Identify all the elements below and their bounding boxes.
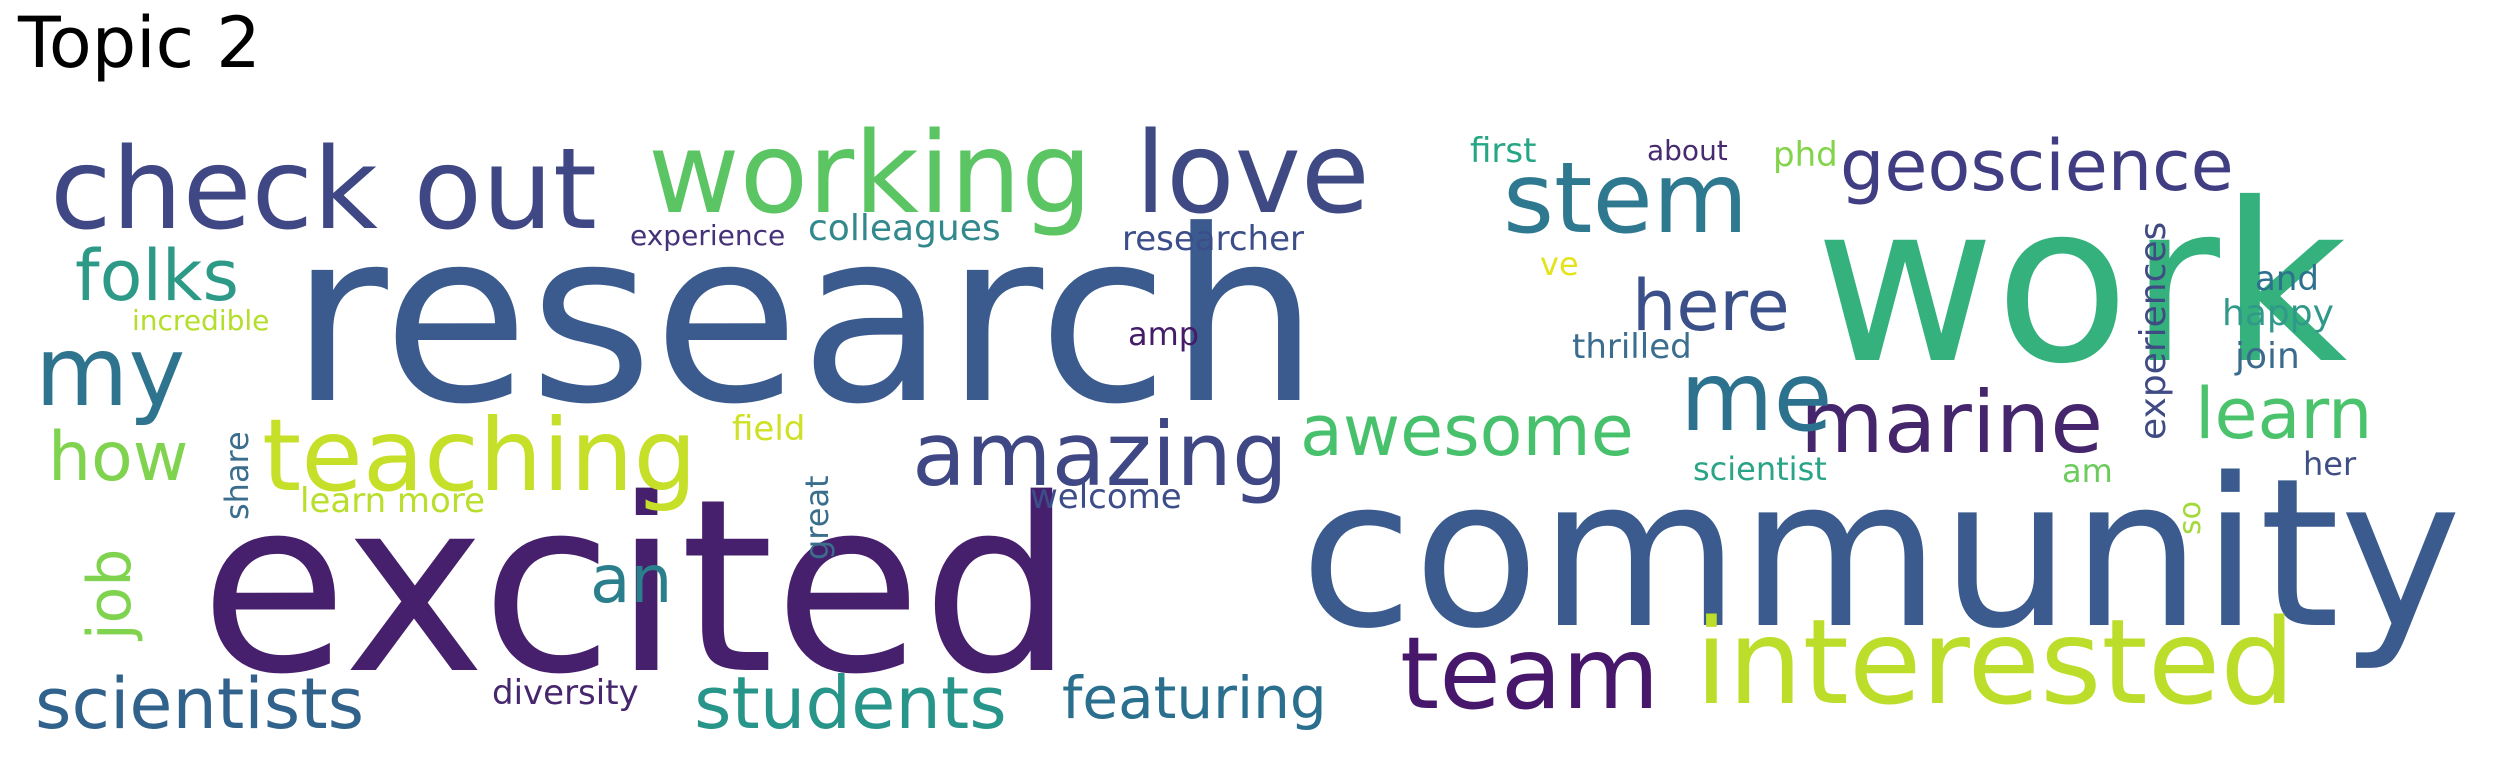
word-great: great	[798, 475, 836, 560]
word-researcher: researcher	[1122, 219, 1304, 259]
word-teaching: teaching	[262, 397, 697, 514]
word-here: here	[1632, 265, 1790, 347]
word-research: research	[290, 180, 1320, 457]
word-am: am	[2062, 452, 2113, 490]
word-experiences: experiences	[2133, 222, 2174, 440]
word-happy: happy	[2222, 293, 2334, 334]
word-learn: learn	[2195, 373, 2372, 455]
word-ve: ve	[1540, 245, 1579, 283]
word-experience: experience	[630, 219, 785, 252]
word-scientists: scientists	[35, 663, 364, 745]
word-amp: amp	[1128, 315, 1199, 353]
word-scientist: scientist	[1693, 450, 1827, 488]
chart-title: Topic 2	[18, 2, 261, 84]
word-diversity: diversity	[492, 673, 639, 713]
word-interested: interested	[1695, 593, 2295, 731]
word-join: join	[2234, 336, 2300, 377]
word-and: and	[2255, 259, 2319, 299]
word-share: share	[218, 431, 256, 520]
word-about: about	[1647, 134, 1728, 167]
word-excited: excited	[200, 447, 1074, 727]
word-folks: folks	[75, 235, 239, 317]
word-me: me	[1680, 341, 1833, 453]
word-incredible: incredible	[132, 304, 269, 337]
word-an: an	[590, 541, 672, 618]
word-featuring: featuring	[1062, 664, 1327, 732]
word-amazing: amazing	[912, 403, 1288, 506]
word-check-out: check out	[50, 125, 597, 255]
word-learn-more: learn more	[300, 481, 485, 521]
word-so: so	[2173, 501, 2208, 535]
word-welcome: welcome	[1030, 477, 1182, 517]
word-phd: phd	[1773, 135, 1838, 175]
word-thrilled: thrilled	[1572, 327, 1692, 367]
word-job: job	[75, 549, 145, 642]
word-team: team	[1400, 615, 1659, 732]
word-geoscience: geoscience	[1840, 125, 2234, 207]
word-working: working	[648, 109, 1092, 239]
word-colleagues: colleagues	[808, 208, 1001, 249]
word-my: my	[35, 316, 185, 428]
word-work: work	[1815, 156, 2347, 412]
word-marine: marine	[1800, 373, 2103, 473]
word-students: students	[694, 661, 1007, 745]
word-field: field	[732, 409, 805, 449]
word-first: first	[1470, 131, 1536, 171]
word-community: community	[1300, 434, 2462, 674]
word-stem: stem	[1503, 142, 1748, 256]
word-how: how	[48, 418, 188, 497]
word-awesome: awesome	[1300, 390, 1634, 472]
word-love: love	[1135, 109, 1370, 239]
word-her: her	[2303, 445, 2357, 483]
